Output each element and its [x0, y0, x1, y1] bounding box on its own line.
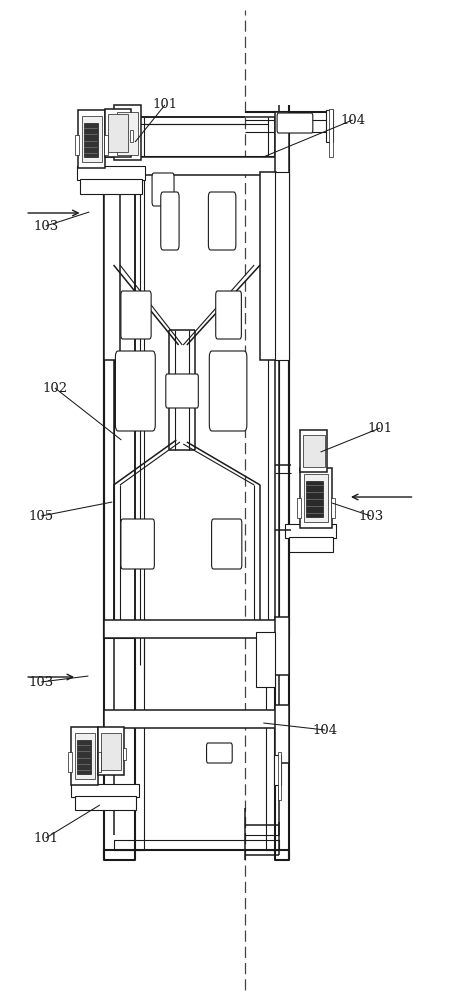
Text: 101: 101: [33, 832, 58, 844]
Bar: [274, 755, 281, 785]
Bar: [275, 172, 289, 360]
FancyBboxPatch shape: [209, 351, 247, 431]
Bar: [279, 118, 311, 128]
Bar: [289, 537, 333, 552]
Bar: [108, 114, 128, 152]
Bar: [331, 498, 335, 518]
Bar: [306, 481, 323, 517]
FancyBboxPatch shape: [121, 291, 151, 339]
FancyBboxPatch shape: [212, 519, 242, 569]
Bar: [104, 710, 289, 728]
FancyBboxPatch shape: [166, 374, 198, 408]
Bar: [84, 123, 98, 157]
Text: 101: 101: [368, 422, 393, 434]
Bar: [101, 733, 121, 770]
Bar: [300, 468, 332, 528]
Text: 104: 104: [313, 724, 338, 736]
Text: 103: 103: [33, 220, 59, 232]
Bar: [104, 135, 108, 155]
Text: 104: 104: [340, 113, 365, 126]
Text: 103: 103: [28, 676, 54, 688]
Text: 103: 103: [358, 510, 384, 522]
Bar: [326, 110, 333, 142]
Bar: [285, 524, 336, 538]
Bar: [80, 179, 142, 194]
Bar: [71, 784, 139, 797]
FancyBboxPatch shape: [115, 351, 155, 431]
Bar: [98, 752, 101, 772]
FancyBboxPatch shape: [277, 113, 313, 133]
Bar: [75, 135, 79, 155]
FancyBboxPatch shape: [152, 173, 174, 206]
FancyBboxPatch shape: [207, 743, 232, 763]
Bar: [329, 109, 333, 157]
Bar: [275, 705, 289, 763]
Bar: [75, 796, 136, 810]
Bar: [123, 748, 126, 760]
Bar: [304, 474, 328, 522]
Bar: [104, 620, 289, 638]
FancyBboxPatch shape: [161, 192, 179, 250]
Bar: [278, 752, 281, 800]
Bar: [114, 105, 141, 160]
FancyBboxPatch shape: [208, 192, 236, 250]
FancyBboxPatch shape: [216, 291, 241, 339]
Text: 101: 101: [153, 99, 177, 111]
FancyBboxPatch shape: [121, 519, 154, 569]
Bar: [71, 727, 98, 785]
Bar: [82, 116, 102, 162]
Bar: [256, 632, 275, 687]
Bar: [105, 109, 131, 157]
Text: 102: 102: [43, 381, 67, 394]
Bar: [275, 112, 289, 175]
Bar: [98, 727, 124, 775]
Bar: [117, 112, 138, 155]
Bar: [260, 172, 276, 360]
Bar: [130, 130, 133, 142]
Bar: [75, 733, 95, 779]
Bar: [297, 498, 301, 518]
Bar: [303, 435, 325, 467]
Bar: [78, 110, 105, 168]
Bar: [104, 172, 120, 360]
Bar: [68, 752, 72, 772]
Bar: [77, 740, 91, 774]
Bar: [300, 430, 327, 472]
Text: 105: 105: [29, 510, 54, 522]
Bar: [77, 166, 145, 180]
Bar: [104, 157, 289, 175]
Bar: [275, 617, 289, 675]
